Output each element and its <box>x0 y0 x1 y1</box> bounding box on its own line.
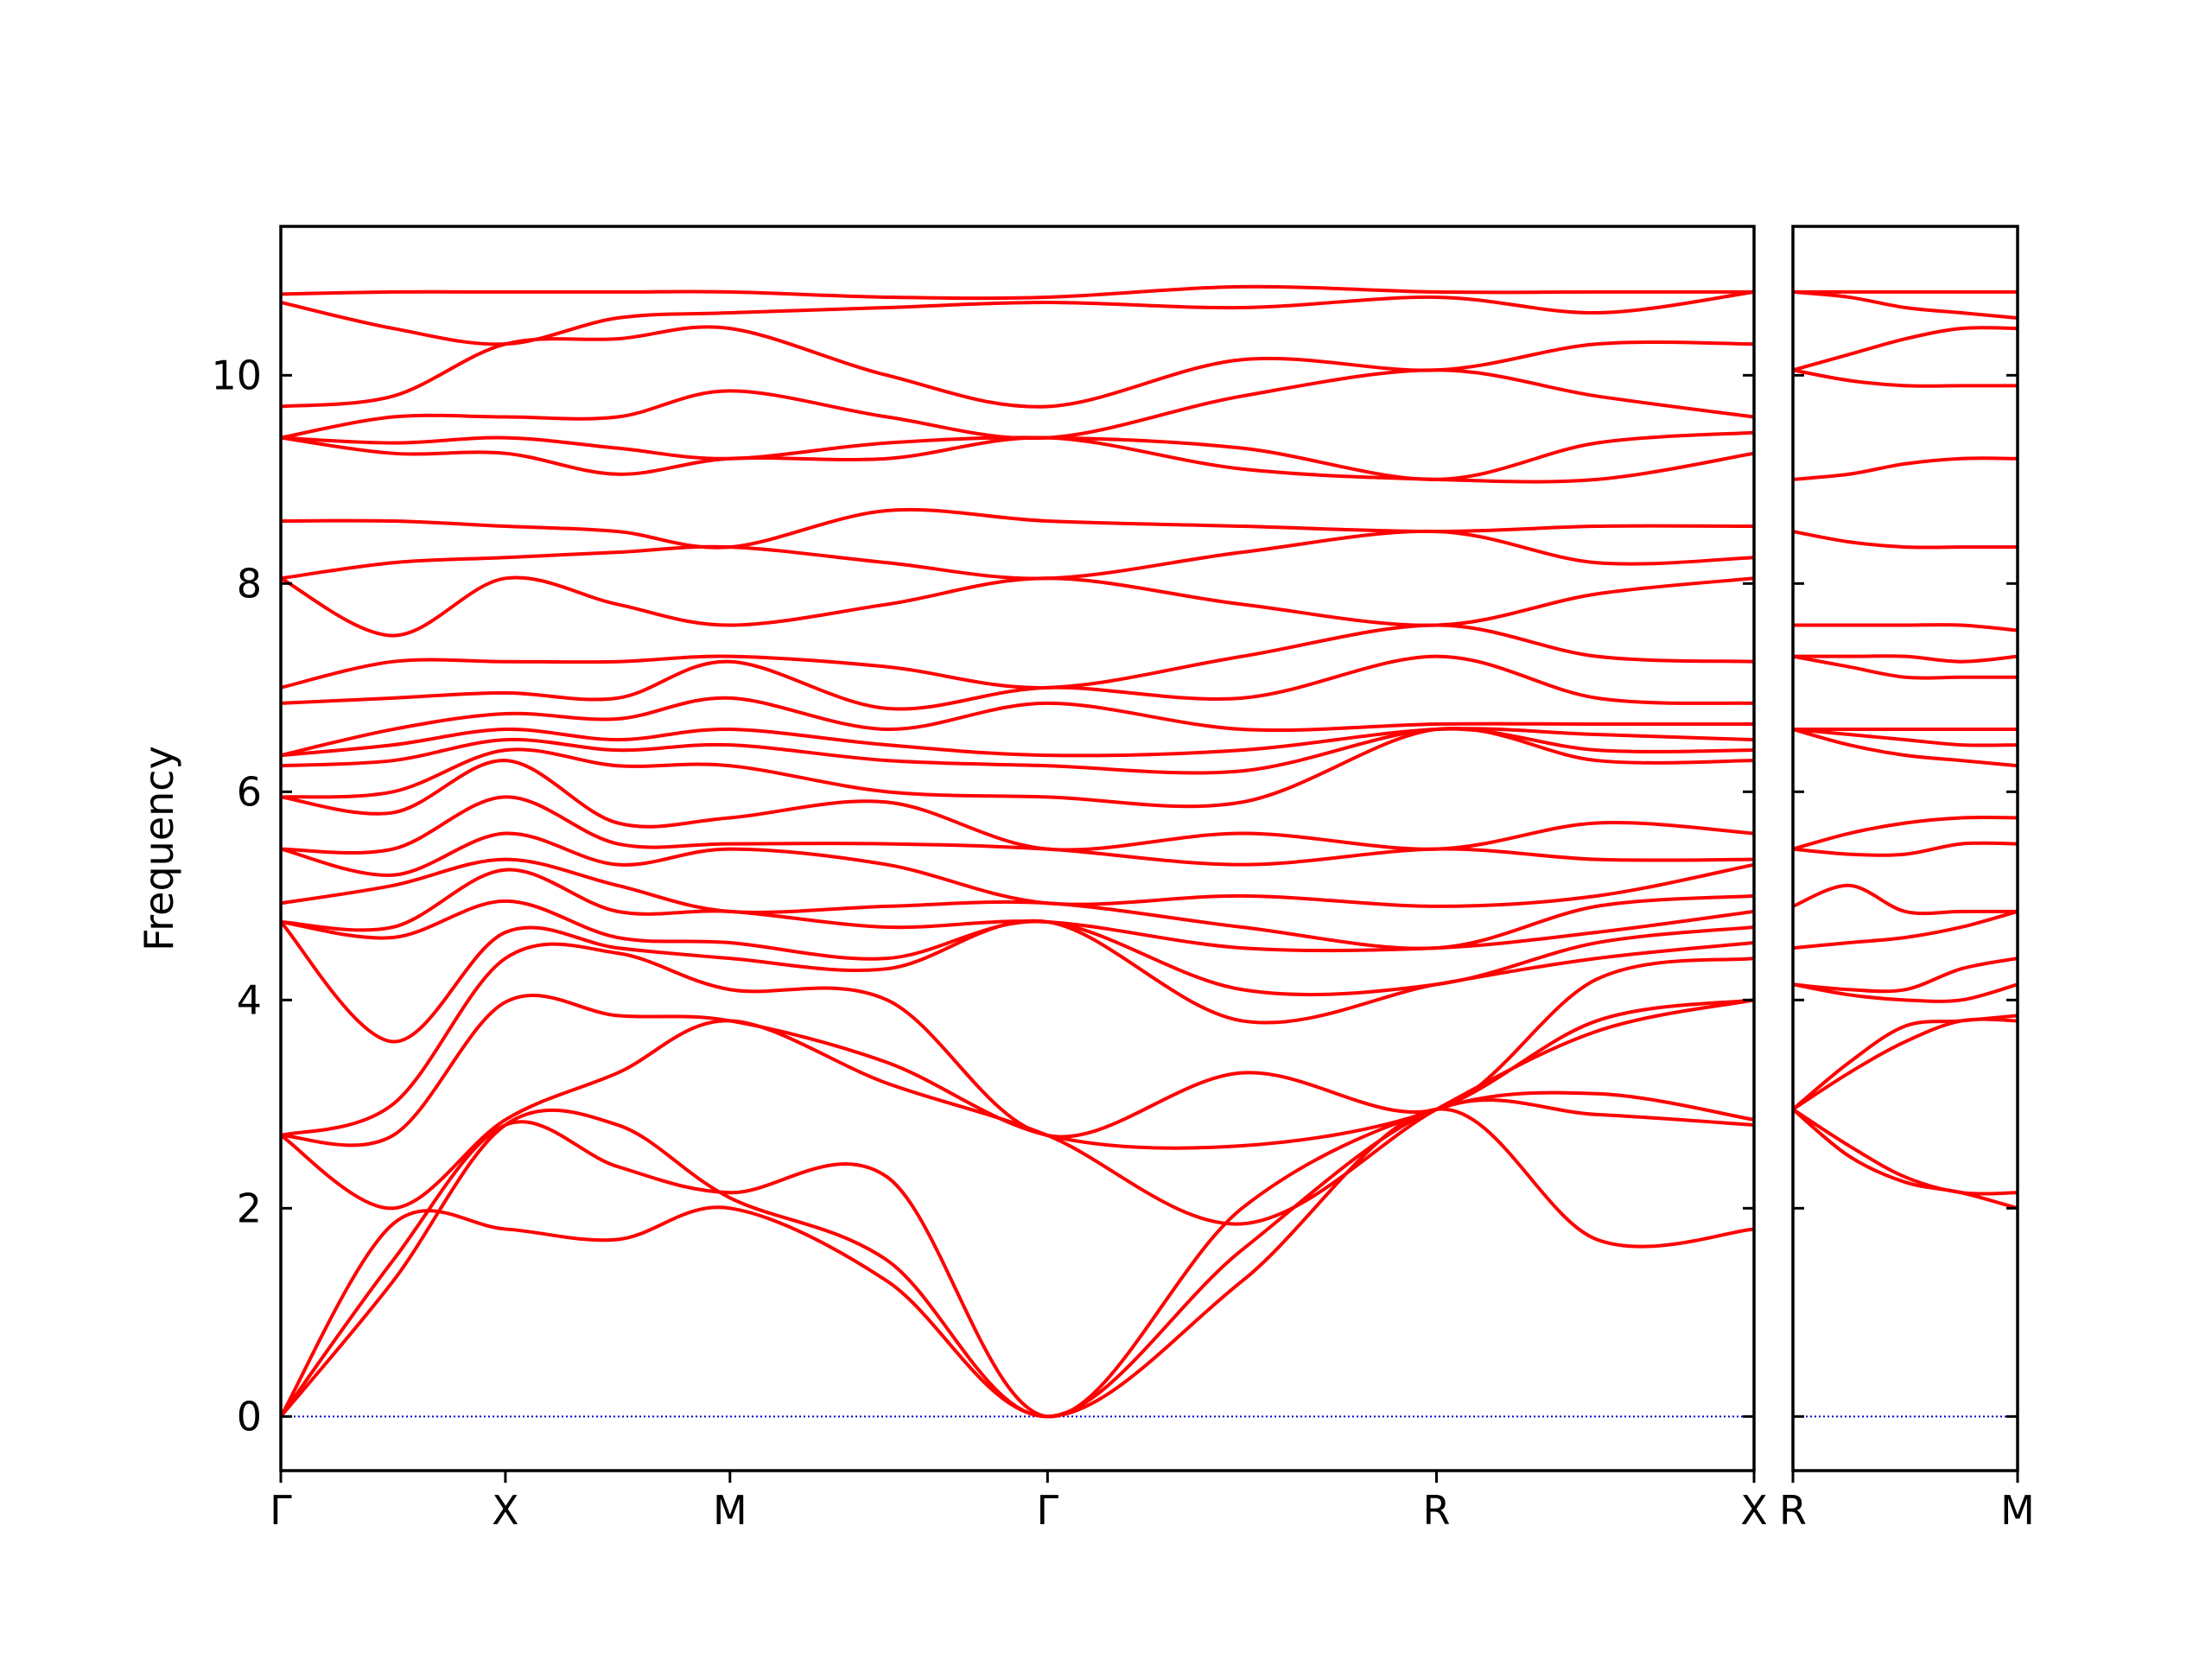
band-line <box>1793 654 2018 664</box>
band-line <box>281 654 1754 711</box>
y-tick-label: 10 <box>211 352 262 398</box>
y-tick-label: 6 <box>237 768 262 815</box>
bands <box>1793 289 2018 1211</box>
band-line <box>281 831 1754 908</box>
y-tick-label: 2 <box>237 1185 262 1231</box>
plot-frame <box>1791 225 2019 1472</box>
band-line <box>281 430 1754 481</box>
y-tick-label: 8 <box>237 560 262 607</box>
band-line <box>281 696 1754 758</box>
band-line <box>281 1107 1754 1419</box>
band-line <box>281 284 1754 301</box>
band-line <box>281 1090 1754 1419</box>
x-tick-label: M <box>2000 1487 2035 1534</box>
y-axis-label: Frequency <box>136 746 182 951</box>
band-line <box>281 727 1754 758</box>
band-line <box>281 998 1754 1226</box>
band-line <box>281 529 1754 581</box>
band-line <box>281 899 1754 997</box>
band-line <box>281 289 1754 346</box>
band-line <box>281 507 1754 550</box>
band-line <box>1793 841 2018 857</box>
band-line <box>1793 816 2018 851</box>
band-line <box>281 993 1754 1150</box>
band-line <box>1793 654 2018 680</box>
band-line <box>1793 728 2018 768</box>
band-line <box>1793 982 2018 1003</box>
plot-frame <box>279 225 1756 1472</box>
band-line <box>1793 728 2018 747</box>
x-tick-label: X <box>492 1487 519 1534</box>
band-line <box>1793 1108 2018 1196</box>
band-line <box>1793 909 2018 950</box>
band-line <box>281 727 1754 775</box>
band-line <box>281 857 1754 950</box>
band-line <box>281 868 1754 953</box>
band-line <box>1793 289 2018 321</box>
band-line <box>281 368 1754 441</box>
band-line <box>1793 368 2018 388</box>
bands <box>281 284 1754 1419</box>
x-tick-label: Γ <box>270 1487 292 1534</box>
band-line <box>1793 1014 2018 1111</box>
x-tick-label: R <box>1779 1487 1807 1534</box>
band-line <box>1793 623 2018 632</box>
y-tick-label: 0 <box>237 1393 262 1440</box>
band-line <box>281 435 1754 484</box>
x-tick-label: Γ <box>1037 1487 1059 1534</box>
band-line <box>1793 957 2018 994</box>
band-line <box>1793 883 2018 916</box>
band-line <box>281 325 1754 409</box>
band-line <box>281 795 1754 867</box>
band-line <box>281 759 1754 852</box>
x-tick-label: R <box>1423 1487 1451 1534</box>
band-line <box>1793 1108 2018 1211</box>
y-tick-label: 4 <box>237 976 262 1023</box>
band-line <box>281 942 1754 1139</box>
x-tick-label: M <box>713 1487 747 1534</box>
band-line <box>1793 456 2018 481</box>
band-line <box>1793 326 2018 372</box>
band-line <box>281 575 1754 638</box>
band-line <box>281 623 1754 690</box>
band-line <box>1793 530 2018 550</box>
x-tick-label: X <box>1740 1487 1768 1534</box>
